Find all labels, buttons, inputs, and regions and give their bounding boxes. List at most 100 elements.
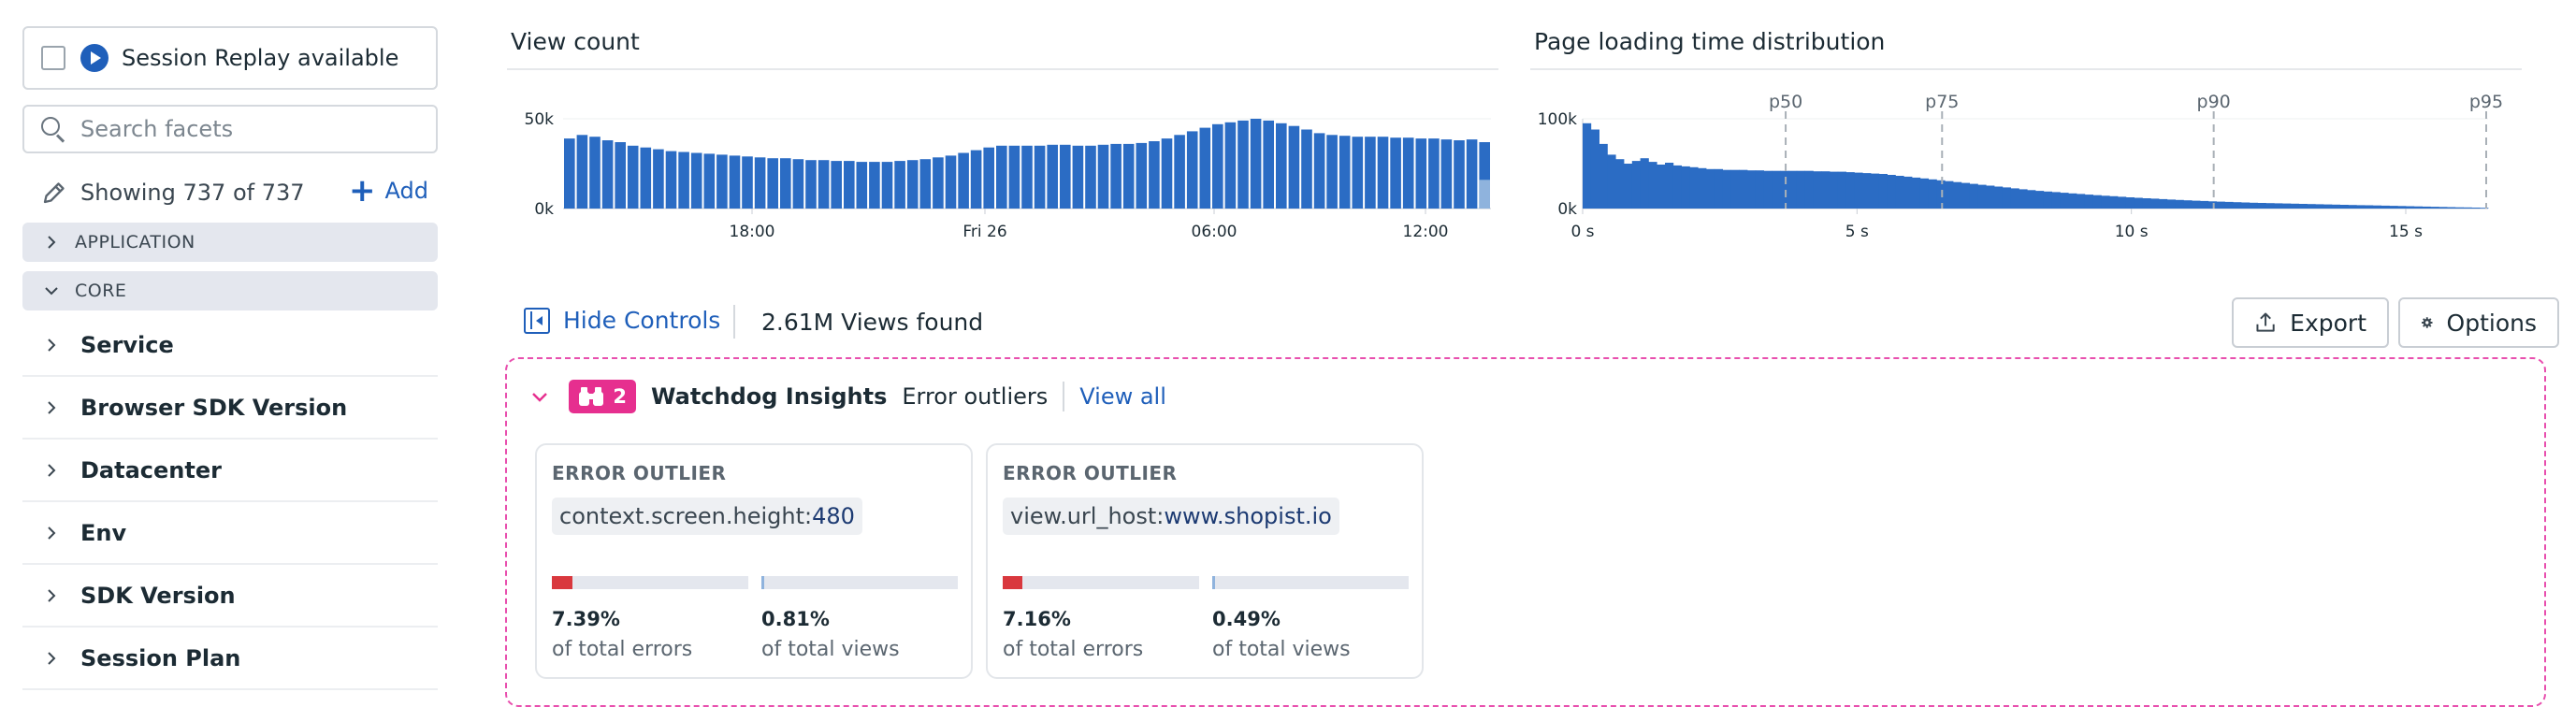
histogram-bar — [2348, 205, 2357, 209]
histogram-bar — [2249, 202, 2258, 209]
histogram-bar — [2356, 205, 2366, 209]
x-tick-label: Fri 26 — [962, 223, 1006, 241]
bar — [1199, 127, 1211, 209]
histogram-bar — [1624, 164, 1633, 209]
chevron-down-icon[interactable] — [526, 382, 554, 411]
bar — [1352, 137, 1364, 209]
views-pct: 0.49% — [1212, 608, 1281, 630]
card-kind: ERROR OUTLIER — [552, 462, 727, 484]
views-label: of total views — [761, 638, 900, 661]
bar — [869, 162, 880, 209]
facet-browser-sdk-version[interactable]: Browser SDK Version — [22, 377, 438, 440]
bar — [881, 162, 893, 209]
histogram-bar — [2307, 204, 2316, 209]
hide-controls-button[interactable]: Hide Controls — [524, 307, 720, 334]
histogram-bar — [2463, 207, 2472, 209]
histogram-bar — [2068, 193, 2077, 209]
facet-sdk-version[interactable]: SDK Version — [22, 565, 438, 628]
histogram-bar — [1919, 178, 1929, 209]
histogram-bar — [2447, 207, 2456, 209]
views-meter-fill — [1212, 576, 1215, 589]
facet-label: Session Plan — [80, 644, 241, 671]
outlier-tag[interactable]: context.screen.height:480 — [552, 498, 862, 535]
bar — [805, 160, 817, 209]
outlier-tag[interactable]: view.url_host:www.shopist.io — [1003, 498, 1339, 535]
facet-env[interactable]: Env — [22, 502, 438, 565]
histogram-bar — [2207, 201, 2217, 209]
histogram-bar — [2035, 191, 2045, 209]
options-label: Options — [2446, 309, 2537, 337]
add-facet-button[interactable]: + Add — [349, 172, 428, 209]
errors-meter-fill — [1003, 576, 1022, 589]
facet-search-box[interactable] — [22, 105, 438, 153]
facet-search-input[interactable] — [80, 116, 417, 142]
bar — [1440, 139, 1453, 209]
bar — [1313, 133, 1325, 209]
bar — [1097, 144, 1109, 209]
errors-pct: 7.39% — [552, 608, 620, 630]
bar — [1186, 131, 1198, 209]
histogram-bar — [1986, 185, 1995, 209]
histogram-bar — [2019, 189, 2028, 209]
page-loading-chart[interactable]: 100k 0k p50 p75 p90 p95 0 s 5 s 10 s 15 s — [1530, 70, 2522, 257]
errors-pct: 7.16% — [1003, 608, 1071, 630]
histogram-bar — [1912, 177, 1921, 209]
facet-session-plan[interactable]: Session Plan — [22, 628, 438, 690]
views-stat: 0.49% of total views — [1212, 608, 1351, 661]
histogram-bar — [2051, 192, 2061, 209]
error-outlier-card[interactable]: ERROR OUTLIER context.screen.height:480 … — [535, 443, 973, 679]
views-label: of total views — [1212, 638, 1351, 661]
facet-datacenter[interactable]: Datacenter — [22, 440, 438, 502]
chart-divider — [1530, 68, 2522, 70]
facet-group-application[interactable]: APPLICATION — [22, 223, 438, 262]
histogram-bar — [2224, 201, 2234, 209]
add-facet-label: Add — [384, 178, 428, 204]
histogram-bar — [2265, 203, 2275, 209]
bar — [1072, 145, 1084, 209]
histogram-bar — [1813, 171, 1822, 209]
error-outlier-card[interactable]: ERROR OUTLIER view.url_host:www.shopist.… — [986, 443, 1424, 679]
export-button[interactable]: Export — [2232, 297, 2389, 348]
histogram-bar — [2200, 200, 2209, 209]
errors-stat: 7.39% of total errors — [552, 608, 692, 661]
bar — [1047, 144, 1058, 209]
histogram-bar — [1665, 163, 1674, 209]
tag-value: www.shopist.io — [1164, 503, 1332, 529]
histogram-bar — [2043, 191, 2052, 209]
histogram-bar — [1903, 176, 1913, 209]
pencil-icon[interactable] — [41, 180, 67, 206]
session-replay-checkbox[interactable] — [41, 46, 65, 70]
bar — [1250, 119, 1262, 209]
errors-stat: 7.16% of total errors — [1003, 608, 1143, 661]
view-count-panel: View count 50k 0k 18:00 Fri 26 06:00 12:00 — [507, 28, 1498, 257]
view-count-chart[interactable]: 50k 0k 18:00 Fri 26 06:00 12:00 — [507, 70, 1498, 257]
session-replay-filter[interactable]: Session Replay available — [22, 26, 438, 90]
bar — [564, 138, 575, 209]
options-button[interactable]: Options — [2398, 297, 2559, 348]
y-tick-label: 0k — [1557, 200, 1577, 219]
histogram-bar — [1788, 170, 1798, 209]
bar — [958, 152, 969, 209]
histogram-bar — [2216, 201, 2225, 209]
histogram-bar — [1590, 129, 1599, 209]
histogram-bar — [1845, 172, 1855, 209]
histogram-bar — [2101, 195, 2110, 209]
histogram-bar — [2010, 188, 2019, 209]
view-all-link[interactable]: View all — [1079, 383, 1166, 410]
histogram-bar — [2175, 199, 2184, 209]
histogram-bar — [2480, 208, 2489, 209]
histogram-bar — [2339, 205, 2349, 209]
bar — [1390, 137, 1401, 209]
bar — [1136, 142, 1148, 209]
histogram-bar — [1977, 184, 1987, 209]
views-pct: 0.81% — [761, 608, 830, 630]
facet-service[interactable]: Service — [22, 314, 438, 377]
facet-group-core[interactable]: CORE — [22, 271, 438, 310]
watchdog-title: Watchdog Insights — [651, 383, 888, 410]
y-tick-label: 50k — [525, 110, 555, 129]
page-loading-panel: Page loading time distribution 100k 0k p50… — [1530, 28, 2522, 257]
bar — [1122, 143, 1135, 209]
facet-group-label: CORE — [75, 281, 127, 301]
histogram-bar — [1772, 170, 1781, 209]
plus-icon: + — [349, 172, 376, 209]
